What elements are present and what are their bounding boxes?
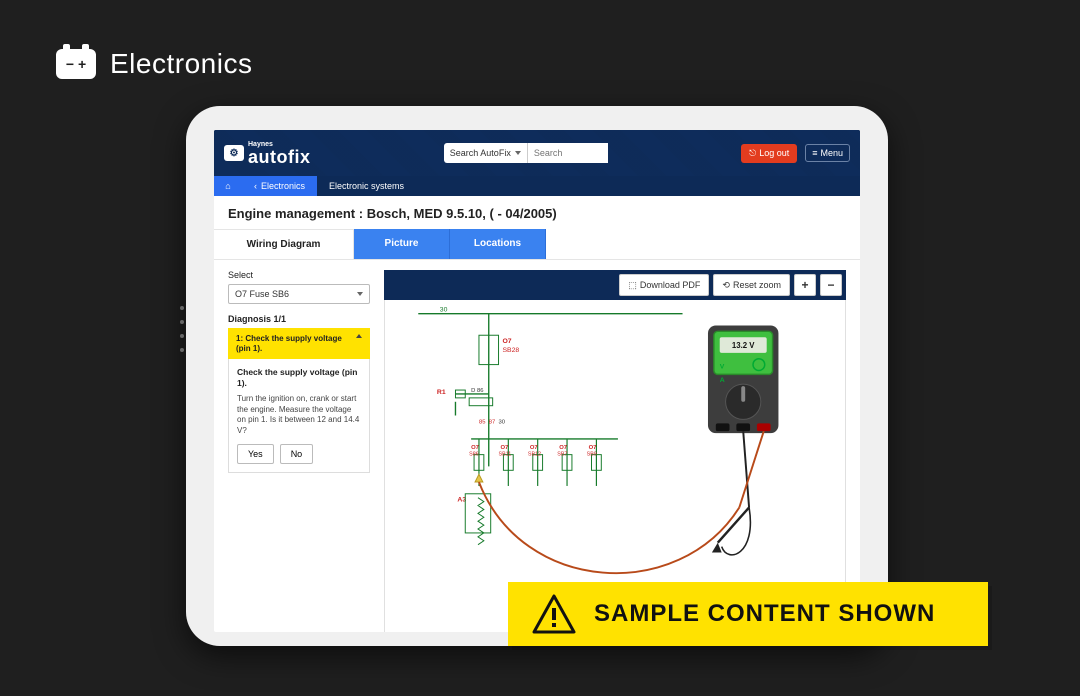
diagram-toolbar: ⬚ Download PDF ⟲ Reset zoom + − — [384, 270, 846, 300]
diagnosis-title: Diagnosis 1/1 — [228, 314, 370, 324]
hamburger-icon: ≡ — [812, 148, 817, 158]
download-icon: ⬚ — [628, 280, 637, 291]
search-scope-label: Search AutoFix — [450, 148, 511, 158]
select-label: Select — [228, 270, 370, 280]
component-select-value: O7 Fuse SB6 — [235, 289, 289, 299]
logo-text: Haynes autofix — [248, 141, 311, 166]
svg-text:SB7: SB7 — [557, 452, 567, 458]
reset-label: Reset zoom — [733, 280, 781, 290]
tab-picture[interactable]: Picture — [354, 229, 450, 259]
download-pdf-button[interactable]: ⬚ Download PDF — [619, 274, 709, 296]
app-header: ⚙ Haynes autofix Search AutoFix ⎋ Log ou… — [214, 130, 860, 176]
content-body: Select O7 Fuse SB6 Diagnosis 1/1 1: Chec… — [214, 260, 860, 632]
search-scope-dropdown[interactable]: Search AutoFix — [444, 143, 528, 163]
download-label: Download PDF — [640, 280, 701, 290]
diagnosis-step-header[interactable]: 1: Check the supply voltage (pin 1). — [228, 328, 370, 359]
svg-text:V: V — [720, 364, 725, 371]
component-select[interactable]: O7 Fuse SB6 — [228, 284, 370, 304]
reset-icon: ⟲ — [722, 280, 730, 291]
breadcrumb-back[interactable]: ‹ Electronics — [242, 176, 317, 196]
svg-text:R1: R1 — [437, 389, 446, 396]
yes-no-group: Yes No — [237, 444, 361, 464]
home-button[interactable]: ⌂ — [214, 176, 242, 196]
svg-text:O7: O7 — [471, 445, 479, 451]
chevron-down-icon — [357, 292, 363, 296]
svg-text:30: 30 — [499, 419, 506, 425]
diagnosis-step-detail: Turn the ignition on, crank or start the… — [237, 394, 361, 436]
sample-banner-text: SAMPLE CONTENT SHOWN — [594, 600, 935, 628]
logo-product: autofix — [248, 148, 311, 166]
logo-mark-icon: ⚙ — [224, 145, 244, 161]
tab-locations[interactable]: Locations — [450, 229, 546, 259]
sample-content-banner: SAMPLE CONTENT SHOWN — [508, 582, 988, 646]
home-icon: ⌂ — [225, 181, 230, 191]
chevron-up-icon — [356, 334, 362, 338]
logout-button[interactable]: ⎋ Log out — [741, 144, 797, 163]
tablet-indicator-dots — [180, 306, 184, 352]
zoom-in-button[interactable]: + — [794, 274, 816, 296]
side-panel: Select O7 Fuse SB6 Diagnosis 1/1 1: Chec… — [228, 270, 370, 632]
svg-text:87: 87 — [489, 419, 496, 425]
yes-button[interactable]: Yes — [237, 444, 274, 464]
diagnosis-step-title: 1: Check the supply voltage (pin 1). — [236, 334, 356, 353]
svg-text:SB9: SB9 — [587, 452, 597, 458]
zoom-out-button[interactable]: − — [820, 274, 842, 296]
section-header: − + Electronics — [56, 48, 252, 80]
battery-plus: + — [78, 56, 86, 72]
svg-text:D 86: D 86 — [471, 388, 483, 394]
tablet-screen: ⚙ Haynes autofix Search AutoFix ⎋ Log ou… — [214, 130, 860, 632]
svg-text:O7: O7 — [589, 445, 597, 451]
svg-text:SB12: SB12 — [528, 452, 541, 458]
no-button[interactable]: No — [280, 444, 314, 464]
svg-text:85: 85 — [479, 419, 486, 425]
svg-text:O7: O7 — [559, 445, 567, 451]
tab-bar: Wiring Diagram Picture Locations — [214, 229, 860, 260]
tab-wiring-diagram[interactable]: Wiring Diagram — [214, 229, 354, 259]
breadcrumb-current: Electronic systems — [317, 176, 416, 196]
breadcrumb: ⌂ ‹ Electronics Electronic systems — [214, 176, 860, 196]
chevron-down-icon — [515, 151, 521, 155]
search-input[interactable] — [528, 143, 608, 163]
svg-text:30: 30 — [440, 307, 448, 314]
svg-text:A: A — [720, 377, 725, 384]
battery-minus: − — [66, 56, 74, 72]
menu-button[interactable]: ≡ Menu — [805, 144, 850, 162]
chevron-left-icon: ‹ — [254, 181, 257, 191]
logout-icon: ⎋ — [749, 148, 756, 159]
diagnosis-step-body: Check the supply voltage (pin 1). Turn t… — [228, 359, 370, 473]
app-logo[interactable]: ⚙ Haynes autofix — [224, 141, 311, 166]
tablet-frame: ⚙ Haynes autofix Search AutoFix ⎋ Log ou… — [186, 106, 888, 646]
search-bar: Search AutoFix — [444, 143, 608, 163]
svg-text:SB11: SB11 — [499, 452, 512, 458]
svg-text:13.2 V: 13.2 V — [732, 341, 755, 350]
diagnosis-step-heading: Check the supply voltage (pin 1). — [237, 367, 361, 388]
svg-text:O7: O7 — [502, 338, 511, 345]
page-title: Engine management : Bosch, MED 9.5.10, (… — [214, 196, 860, 229]
breadcrumb-back-label: Electronics — [261, 181, 305, 191]
logout-label: Log out — [759, 148, 789, 158]
battery-icon: − + — [56, 49, 96, 79]
reset-zoom-button[interactable]: ⟲ Reset zoom — [713, 274, 790, 296]
svg-text:SB28: SB28 — [502, 347, 519, 354]
svg-text:S86: S86 — [469, 452, 479, 458]
menu-label: Menu — [821, 148, 844, 158]
diagram-panel: ⬚ Download PDF ⟲ Reset zoom + − 30 O7 SB28… — [384, 270, 846, 632]
section-title: Electronics — [110, 48, 252, 80]
svg-text:O7: O7 — [500, 445, 508, 451]
svg-text:O7: O7 — [530, 445, 538, 451]
warning-icon — [532, 594, 576, 634]
